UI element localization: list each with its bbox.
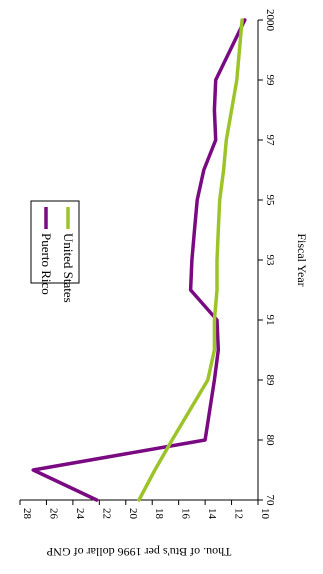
y-axis-title: Thou. of Btu's per 1996 dollar of GNP [46, 545, 231, 559]
category-tick-label: 80 [264, 435, 276, 447]
category-tick-label: 97 [264, 135, 276, 147]
value-tick-label: 22 [100, 508, 112, 519]
legend-label-puerto-rico: Puerto Rico [39, 233, 54, 295]
series-line-united-states [137, 18, 244, 502]
x-axis-title: Fiscal Year [295, 233, 309, 286]
series-line-puerto-rico [31, 18, 247, 502]
legend-box [30, 200, 80, 284]
category-tick-label: 99 [264, 75, 276, 87]
chart-legend: Puerto Rico United States [30, 200, 80, 303]
legend-label-united-states: United States [61, 233, 76, 303]
category-tick-label: 95 [264, 195, 276, 207]
value-tick-label: 10 [259, 508, 271, 520]
value-tick-label: 16 [180, 508, 192, 520]
category-tick-label: 89 [264, 375, 276, 387]
chart-ticks: 10 12 14 16 18 20 22 24 26 28 70 80 89 91 93 95 97 99 2000 [19, 9, 276, 520]
chart-series [31, 18, 247, 502]
value-tick-label: 28 [21, 508, 33, 520]
value-tick-label: 26 [47, 508, 59, 520]
category-tick-label: 91 [264, 315, 276, 326]
category-tick-label: 93 [264, 255, 276, 267]
value-tick-label: 18 [153, 508, 165, 520]
value-tick-label: 14 [206, 508, 218, 520]
category-tick-label: 2000 [264, 9, 276, 32]
value-tick-label: 24 [74, 508, 86, 520]
category-tick-label: 70 [264, 495, 276, 507]
value-tick-label: 20 [127, 508, 139, 520]
value-tick-label: 12 [233, 508, 245, 519]
